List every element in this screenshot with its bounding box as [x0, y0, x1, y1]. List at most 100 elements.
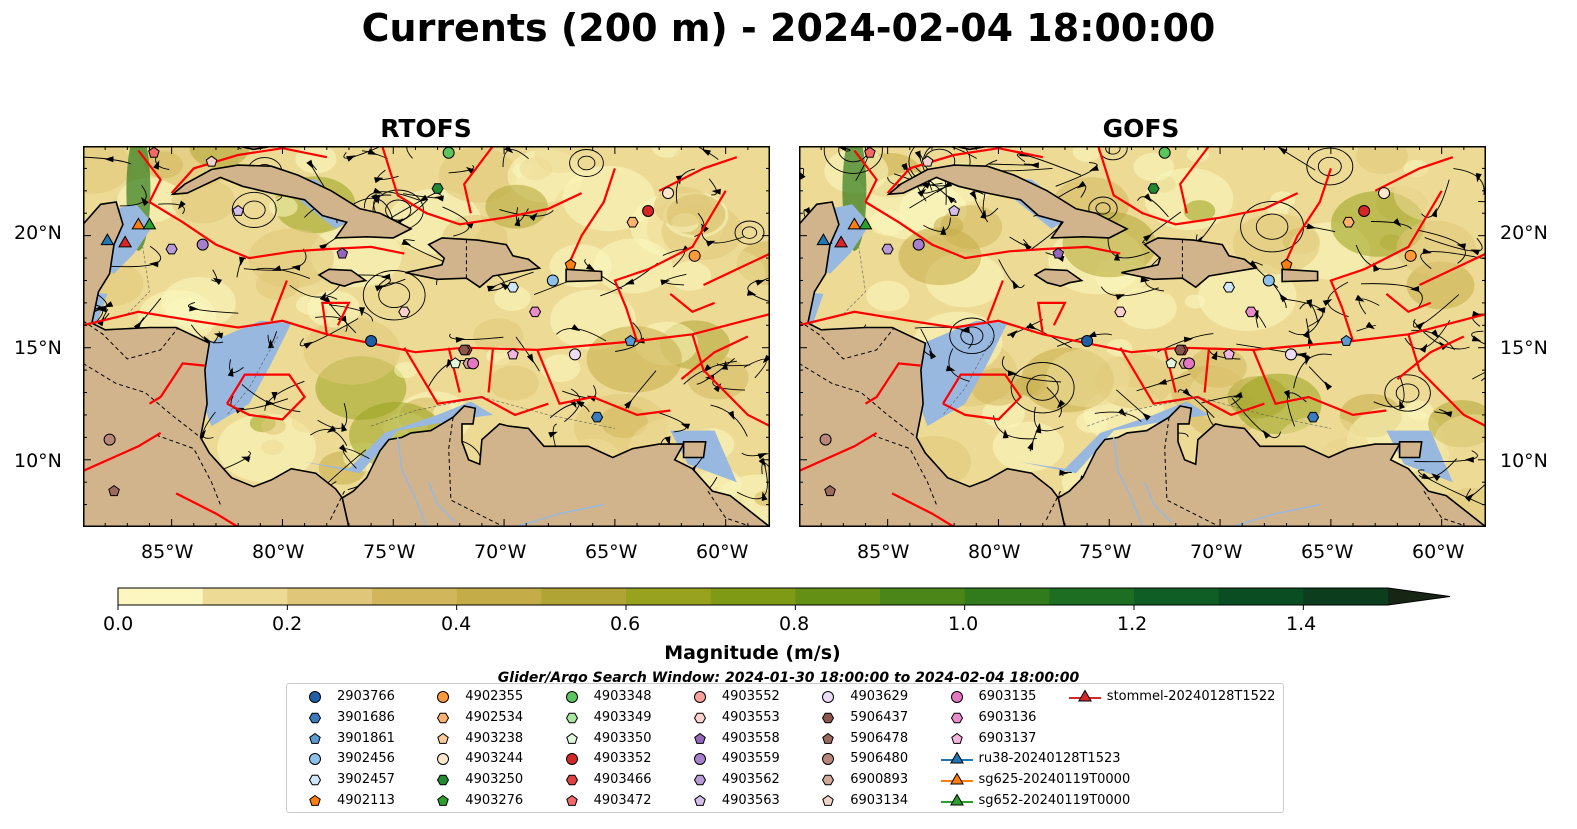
map-frame: [799, 146, 1486, 527]
float-marker: [507, 348, 519, 360]
float-marker: [881, 243, 894, 255]
legend-label: ru38-20240128T1523: [978, 751, 1121, 767]
x-tick-label: 70°W: [474, 541, 527, 563]
rivers: [396, 437, 604, 527]
legend-float-marker: [693, 774, 706, 786]
legend-float-marker: [822, 794, 834, 806]
y-tick-label: 10°N: [1500, 450, 1548, 472]
legend-float-marker: [822, 732, 834, 744]
legend-label: 5906437: [850, 709, 909, 725]
axis-ticks: [799, 146, 1486, 527]
y-tick-label: 10°N: [14, 450, 62, 472]
legend-label: 4903563: [721, 793, 780, 808]
legend-float-marker: [309, 753, 321, 766]
legend-marker: [565, 691, 578, 703]
colorbar-segment: [1134, 588, 1220, 605]
legend-float-marker: [950, 712, 963, 724]
float-marker: [1158, 146, 1171, 159]
float-marker: [449, 357, 462, 369]
float-marker: [1081, 334, 1094, 347]
legend-float-marker: [437, 794, 450, 806]
legend-float-marker: [822, 774, 835, 786]
float-marker: [365, 334, 378, 347]
float-marker: [103, 433, 116, 446]
legend-label: 4903250: [465, 772, 524, 788]
colorbar-segment: [372, 588, 458, 605]
gofs-map: [799, 146, 1486, 527]
glider-marker: [118, 235, 133, 248]
float-marker: [546, 274, 559, 287]
argo-floats: [819, 146, 1417, 497]
colorbar-segment: [1303, 588, 1389, 605]
isobath-contours: [843, 246, 1331, 429]
legend-float-marker: [694, 794, 706, 806]
float-marker: [568, 348, 581, 361]
legend-marker: [940, 793, 973, 806]
float-marker: [1165, 357, 1178, 369]
float-marker: [1307, 411, 1320, 423]
x-tick-label: 65°W: [585, 541, 638, 563]
float-marker: [912, 238, 925, 251]
panel-title-gofs: GOFS: [1102, 114, 1180, 143]
legend-label: stommel-20240128T1522: [1106, 689, 1276, 704]
legend-float-marker: [437, 712, 450, 724]
float-marker: [1280, 258, 1293, 270]
float-marker: [1342, 216, 1355, 228]
float-marker: [196, 238, 209, 251]
float-marker: [1174, 344, 1187, 356]
land: [799, 146, 1486, 527]
legend-label: 6900893: [850, 772, 909, 788]
float-marker: [165, 243, 178, 255]
colorbar-tick-label: 0.0: [103, 613, 134, 635]
legend-label: 4903629: [850, 689, 909, 704]
float-marker: [564, 258, 577, 270]
shallow-water: [916, 320, 1008, 427]
legend-label: 6903135: [978, 689, 1037, 704]
legend-label: 4903466: [593, 772, 652, 788]
legend-float-marker: [308, 712, 322, 724]
legend-marker: [950, 732, 963, 744]
map-frame: [83, 146, 770, 527]
colorbar-segment: [880, 588, 966, 605]
legend-label: 3901861: [337, 730, 395, 746]
float-marker: [1222, 281, 1235, 293]
legend-float-marker: [565, 712, 578, 724]
legend-float-marker: [950, 691, 963, 703]
glider-marker: [131, 217, 146, 230]
legend-marker: [693, 753, 706, 766]
float-marker: [205, 155, 218, 167]
legend-float-marker: [565, 753, 578, 766]
legend-label: 2903766: [337, 689, 395, 704]
legend-float-marker: [822, 712, 835, 724]
float-marker: [626, 216, 639, 228]
legend-label: 4902355: [465, 689, 524, 704]
legend-marker: [309, 691, 321, 703]
float-marker: [1358, 204, 1371, 217]
legend-float-marker: [565, 732, 578, 744]
float-marker: [431, 183, 444, 194]
legend-label: 5906480: [850, 751, 909, 767]
colorbar-segment: [118, 588, 204, 605]
float-marker: [642, 204, 655, 217]
country-borders: [799, 240, 1469, 527]
float-marker: [467, 357, 480, 370]
float-marker: [108, 484, 120, 497]
colorbar-tick-label: 0.8: [779, 613, 810, 635]
legend-marker: [565, 794, 578, 806]
legend-label: 4903276: [465, 793, 524, 808]
float-marker: [1183, 357, 1196, 370]
glider-marker: [858, 217, 873, 230]
legend-marker: [950, 691, 963, 703]
gliders: [100, 217, 157, 248]
colorbar-segment: [456, 588, 542, 605]
legend-label: 4903558: [721, 730, 780, 746]
legend-float-marker: [693, 753, 706, 766]
float-marker: [442, 146, 455, 159]
colorbar-segment: [795, 588, 881, 605]
country-borders: [83, 240, 753, 527]
colorbar-segment: [541, 588, 627, 605]
colorbar-segment: [710, 588, 796, 605]
legend-marker: [437, 732, 450, 744]
gliders: [816, 217, 873, 248]
x-tick-label: 70°W: [1190, 541, 1243, 563]
